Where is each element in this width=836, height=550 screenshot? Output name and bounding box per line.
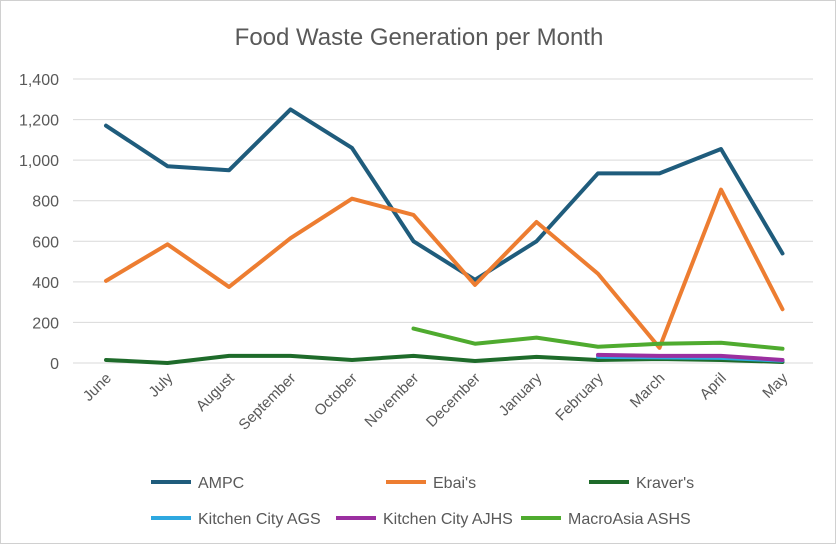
x-tick-label: April [697,370,730,403]
y-tick-label: 800 [32,194,59,211]
y-tick-label: 400 [32,275,59,292]
series-line [411,326,785,351]
x-tick-label: June [80,370,115,405]
legend-label: AMPC [198,475,244,492]
y-tick-label: 1,400 [19,72,59,89]
legend-label: Kitchen City AJHS [383,511,513,528]
series-line [596,352,785,362]
series-line [104,107,785,282]
legend-label: Kraver's [636,475,694,492]
y-tick-label: 200 [32,315,59,332]
legend-label: Ebai's [433,475,476,492]
x-tick-label: August [193,369,239,415]
series-line [104,187,785,350]
y-tick-label: 600 [32,234,59,251]
x-tick-label: September [235,370,299,434]
x-tick-label: July [145,369,176,400]
x-tick-label: January [496,369,546,419]
y-tick-label: 1,200 [19,113,59,130]
y-tick-label: 0 [50,356,59,373]
x-tick-label: October [311,370,361,420]
x-tick-label: December [423,370,484,431]
x-tick-label: May [759,369,791,401]
x-tick-label: February [552,369,607,424]
y-tick-label: 1,000 [19,153,59,170]
legend-label: MacroAsia ASHS [568,511,691,528]
x-tick-label: November [361,370,422,431]
x-tick-label: March [627,370,668,411]
chart-title: Food Waste Generation per Month [235,24,604,51]
legend-label: Kitchen City AGS [198,511,321,528]
